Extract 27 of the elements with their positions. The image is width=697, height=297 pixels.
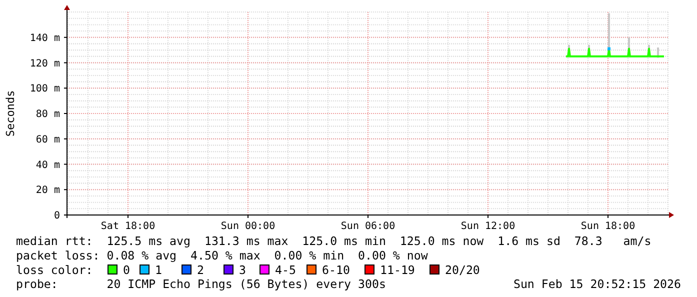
legend-label: 6-10 (322, 263, 350, 277)
y-tick-label: 140 m (30, 32, 60, 44)
x-tick-label: Sat 18:00 (100, 221, 156, 232)
text: probe: 20 ICMP Echo Pings (56 Bytes) every 300s (16, 277, 386, 291)
legend-label: 20/20 (445, 263, 480, 277)
legend-label: 2 (197, 263, 204, 277)
y-tick-label: 120 m (30, 58, 60, 70)
legend-label: 3 (239, 263, 246, 277)
y-tick-label: 40 m (36, 160, 60, 171)
y-tick-label: 100 m (30, 84, 60, 95)
x-tick-label: Sun 00:00 (220, 221, 276, 232)
y-axis-title: Seconds (4, 90, 17, 137)
y-tick-label: 60 m (36, 134, 60, 146)
y-tick-label: 0 (54, 210, 60, 222)
x-tick-label: Sun 12:00 (460, 221, 516, 232)
y-tick-label: 20 m (36, 185, 60, 196)
text: Sun Feb 15 20:52:15 2026 (513, 277, 682, 291)
text: median rtt: 125.5 ms avg 131.3 ms max 125.0 ms min 125.0 ms now 1.6 ms sd 78.3 am/s (16, 234, 652, 248)
legend-label: 4-5 (275, 263, 296, 277)
legend-label: 0 (123, 263, 130, 277)
text: packet loss: 0.08 % avg 4.50 % max 0.00 % min 0.00 % now (16, 248, 428, 262)
y-tick-label: 80 m (36, 109, 60, 120)
x-tick-label: Sun 06:00 (340, 221, 396, 232)
legend-title: loss color: (16, 263, 93, 277)
x-tick-label: Sun 18:00 (580, 221, 636, 232)
legend-label: 1 (155, 263, 162, 277)
legend-label: 11-19 (380, 263, 415, 277)
